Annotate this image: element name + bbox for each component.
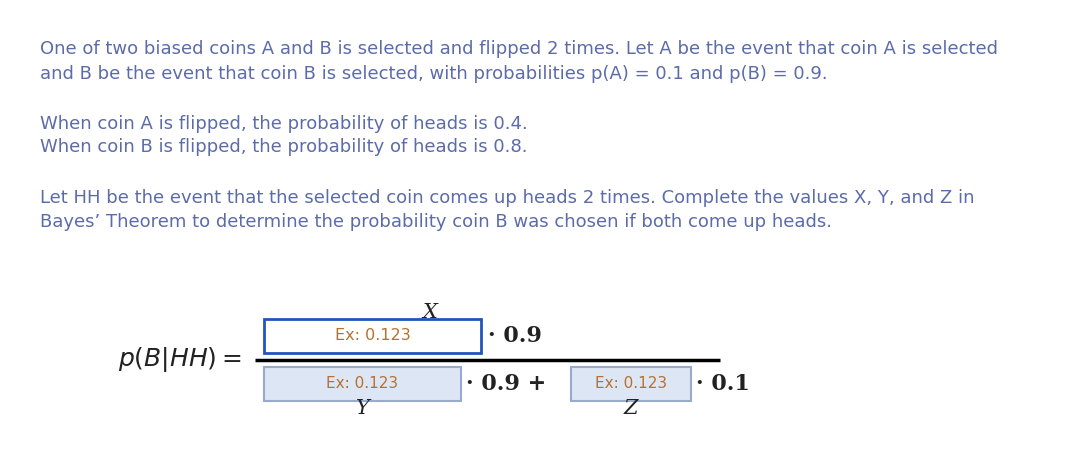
Text: Ex: 0.123: Ex: 0.123 (327, 377, 398, 391)
Text: Ex: 0.123: Ex: 0.123 (334, 328, 410, 344)
Text: When coin A is flipped, the probability of heads is 0.4.: When coin A is flipped, the probability … (40, 115, 528, 133)
Text: When coin B is flipped, the probability of heads is 0.8.: When coin B is flipped, the probability … (40, 138, 528, 156)
FancyBboxPatch shape (571, 367, 691, 401)
Text: $p(B|HH)=$: $p(B|HH)=$ (119, 345, 242, 374)
Text: One of two biased coins A and B is selected and flipped 2 times. Let A be the ev: One of two biased coins A and B is selec… (40, 40, 998, 58)
Text: Z: Z (624, 400, 639, 419)
Text: Let HH be the event that the selected coin comes up heads 2 times. Complete the : Let HH be the event that the selected co… (40, 189, 974, 207)
Text: and B be the event that coin B is selected, with probabilities p(A) = 0.1 and p(: and B be the event that coin B is select… (40, 65, 828, 83)
Text: Bayes’ Theorem to determine the probability coin B was chosen if both come up he: Bayes’ Theorem to determine the probabil… (40, 213, 832, 231)
Text: Y: Y (356, 400, 369, 419)
FancyBboxPatch shape (264, 319, 481, 353)
Text: · 0.9: · 0.9 (488, 325, 542, 347)
Text: X: X (423, 304, 437, 322)
FancyBboxPatch shape (264, 367, 461, 401)
Text: · 0.9 +: · 0.9 + (466, 373, 546, 395)
Text: Ex: 0.123: Ex: 0.123 (595, 377, 667, 391)
Text: · 0.1: · 0.1 (696, 373, 750, 395)
